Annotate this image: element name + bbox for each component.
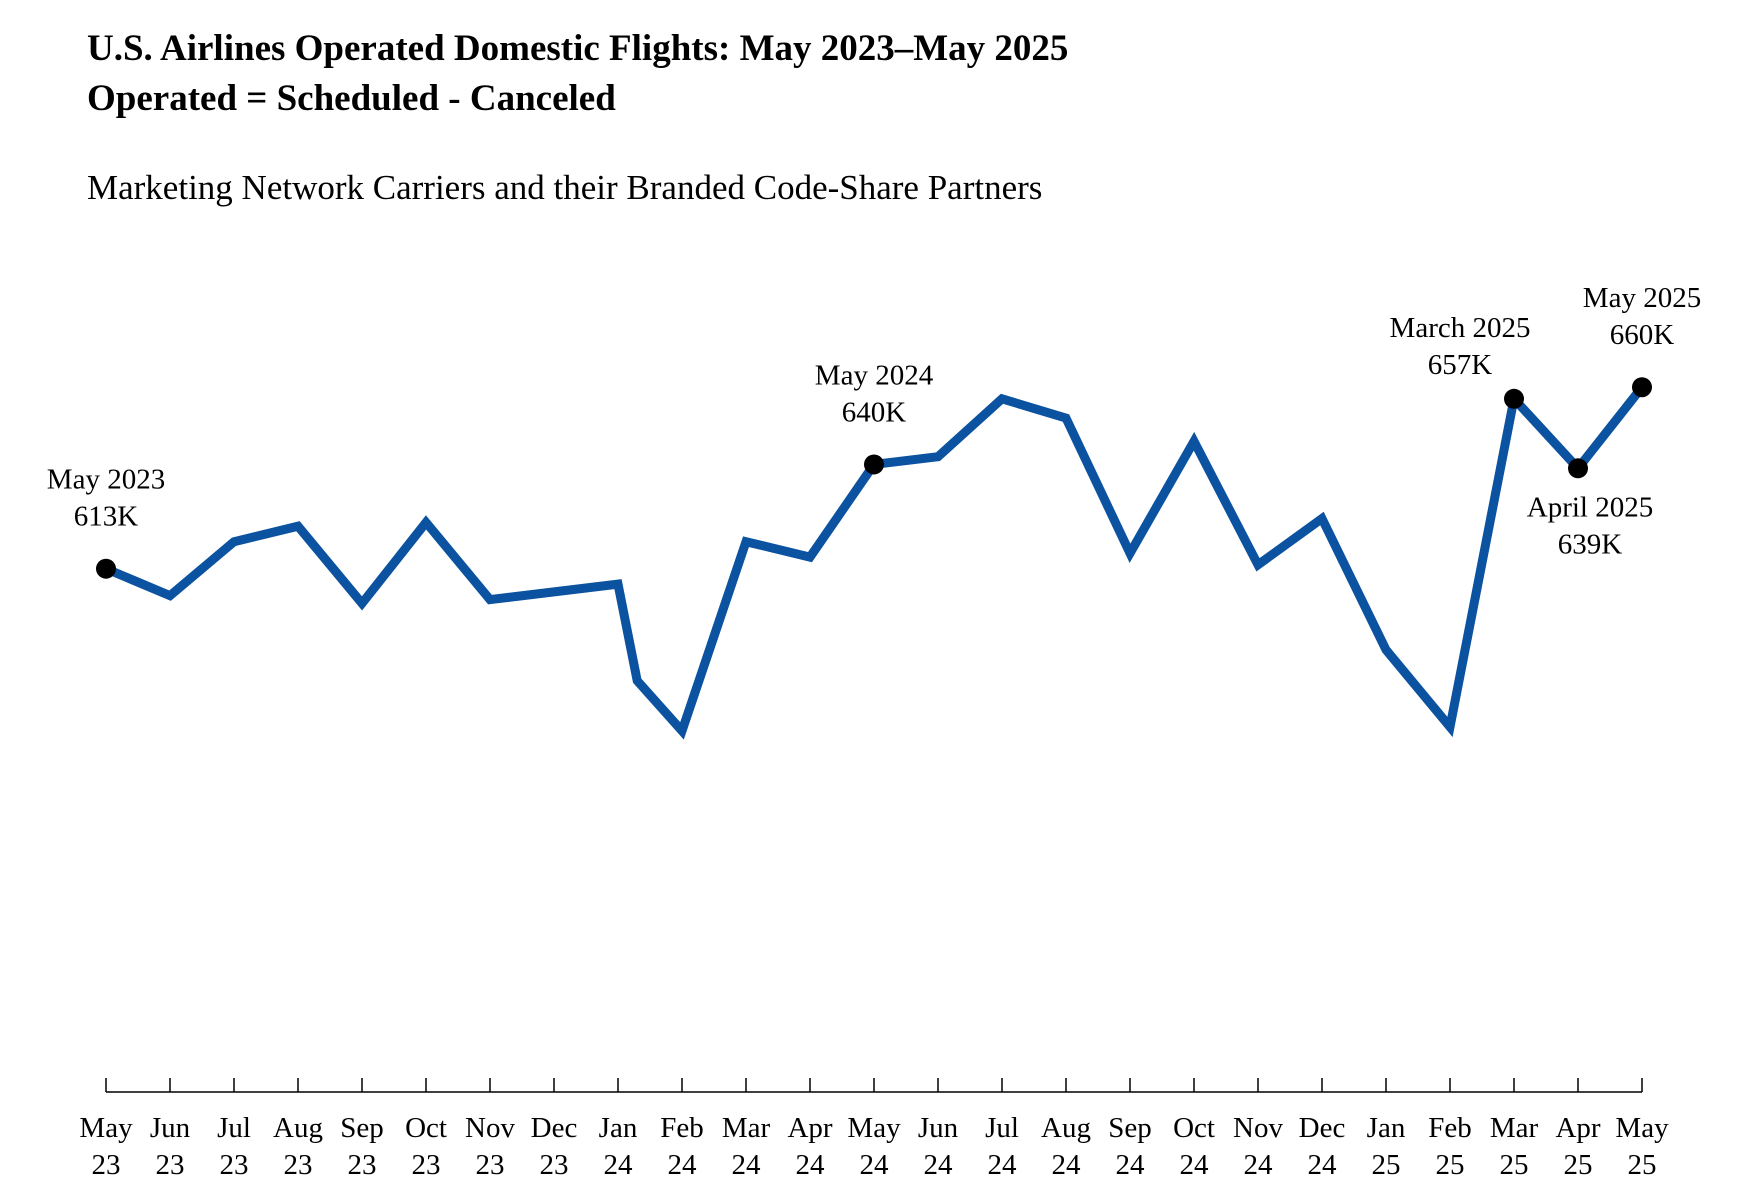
x-tick-label: Mar 24: [722, 1112, 771, 1181]
x-tick-label: Jun 23: [150, 1112, 191, 1181]
x-tick-label: May 23: [79, 1112, 133, 1181]
data-point-marker: [864, 454, 884, 475]
x-axis: May 23 Jun 23 Jul 23 Aug 23 Sep 23 Oct 23 Nov 23 Dec 23…: [79, 1078, 1669, 1181]
x-tick-label: Oct 24: [1173, 1112, 1215, 1181]
x-tick-label: Nov 23: [465, 1112, 515, 1181]
chart-title-line-1: U.S. Airlines Operated Domestic Flights:…: [87, 28, 1069, 69]
x-tick-label: Mar 25: [1490, 1112, 1539, 1181]
x-tick-label: Apr 25: [1555, 1112, 1600, 1181]
annotation-labels: May 2023 613K May 2024 640K March 2025 657K Ap…: [47, 282, 1701, 560]
x-tick-label: Aug 24: [1041, 1112, 1091, 1181]
chart-title-line-2: Operated = Scheduled - Canceled: [87, 78, 616, 119]
x-tick-label: Feb 25: [1428, 1112, 1472, 1181]
x-tick-label: Aug 23: [273, 1112, 323, 1181]
data-label: May 2023 613K: [47, 464, 165, 533]
x-tick-label: Jun 24: [918, 1112, 959, 1181]
x-tick-label: Sep 23: [340, 1112, 384, 1181]
data-label: May 2024 640K: [815, 359, 934, 428]
x-tick-label: Feb 24: [660, 1112, 704, 1181]
data-label: May 2025 660K: [1583, 282, 1701, 351]
x-tick-label: May 25: [1615, 1112, 1669, 1181]
annotation-markers: [96, 377, 1652, 579]
data-label: April 2025 639K: [1527, 491, 1653, 560]
x-tick-label: Sep 24: [1108, 1112, 1152, 1181]
x-tick-label: Oct 23: [405, 1112, 447, 1181]
x-tick-label: Nov 24: [1233, 1112, 1283, 1181]
x-tick-label: Jul 23: [217, 1112, 251, 1181]
x-tick-label: Jul 24: [985, 1112, 1019, 1181]
x-tick-label: Dec 24: [1299, 1112, 1346, 1181]
data-point-marker: [1504, 388, 1524, 409]
series-line-group: [104, 384, 1646, 740]
data-point-marker: [1568, 458, 1588, 479]
x-tick-label: May 24: [847, 1112, 901, 1181]
data-point-marker: [96, 558, 116, 579]
series-line: [104, 384, 1646, 740]
chart-title: U.S. Airlines Operated Domestic Flights:…: [87, 24, 1068, 124]
data-point-marker: [1632, 377, 1652, 398]
x-tick-label: Jan 24: [599, 1112, 638, 1181]
x-tick-label: Apr 24: [787, 1112, 832, 1181]
data-label: March 2025 657K: [1390, 312, 1531, 381]
x-tick-label: Dec 23: [531, 1112, 578, 1181]
x-tick-label: Jan 25: [1367, 1112, 1406, 1181]
chart-subtitle: Marketing Network Carriers and their Bra…: [87, 168, 1043, 207]
